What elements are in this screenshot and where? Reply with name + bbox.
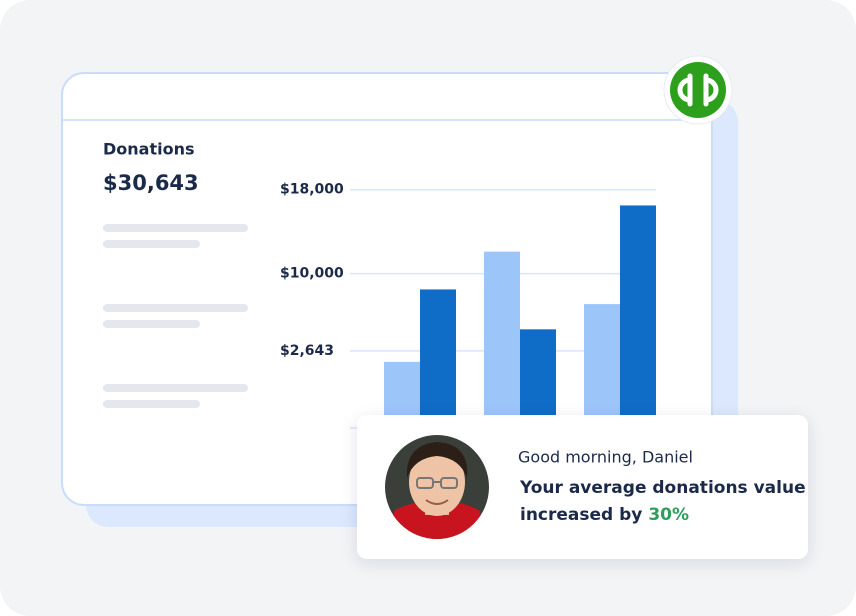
- avatar: [385, 435, 489, 539]
- bar: [620, 205, 656, 428]
- greeting: Good morning, Daniel: [518, 448, 693, 467]
- notification: Good morning, Daniel Your average donati…: [357, 415, 808, 559]
- y-tick-label: $18,000: [280, 182, 344, 198]
- highlight: 30%: [648, 505, 689, 525]
- card-amount: $30,643: [103, 171, 199, 195]
- message: increased by 30%: [520, 505, 689, 525]
- bar: [584, 304, 620, 428]
- bar: [420, 289, 456, 428]
- placeholders: [103, 224, 248, 408]
- logo: [663, 55, 733, 125]
- bar: [484, 251, 520, 428]
- card-title: Donations: [103, 140, 195, 159]
- chart: $2,643 $10,000 $18,000: [280, 182, 656, 429]
- y-tick-label: $10,000: [280, 266, 344, 282]
- message: Your average donations value: [519, 478, 806, 498]
- bar: [520, 329, 556, 428]
- y-tick-label: $2,643: [280, 343, 334, 359]
- message: increased by: [520, 505, 642, 525]
